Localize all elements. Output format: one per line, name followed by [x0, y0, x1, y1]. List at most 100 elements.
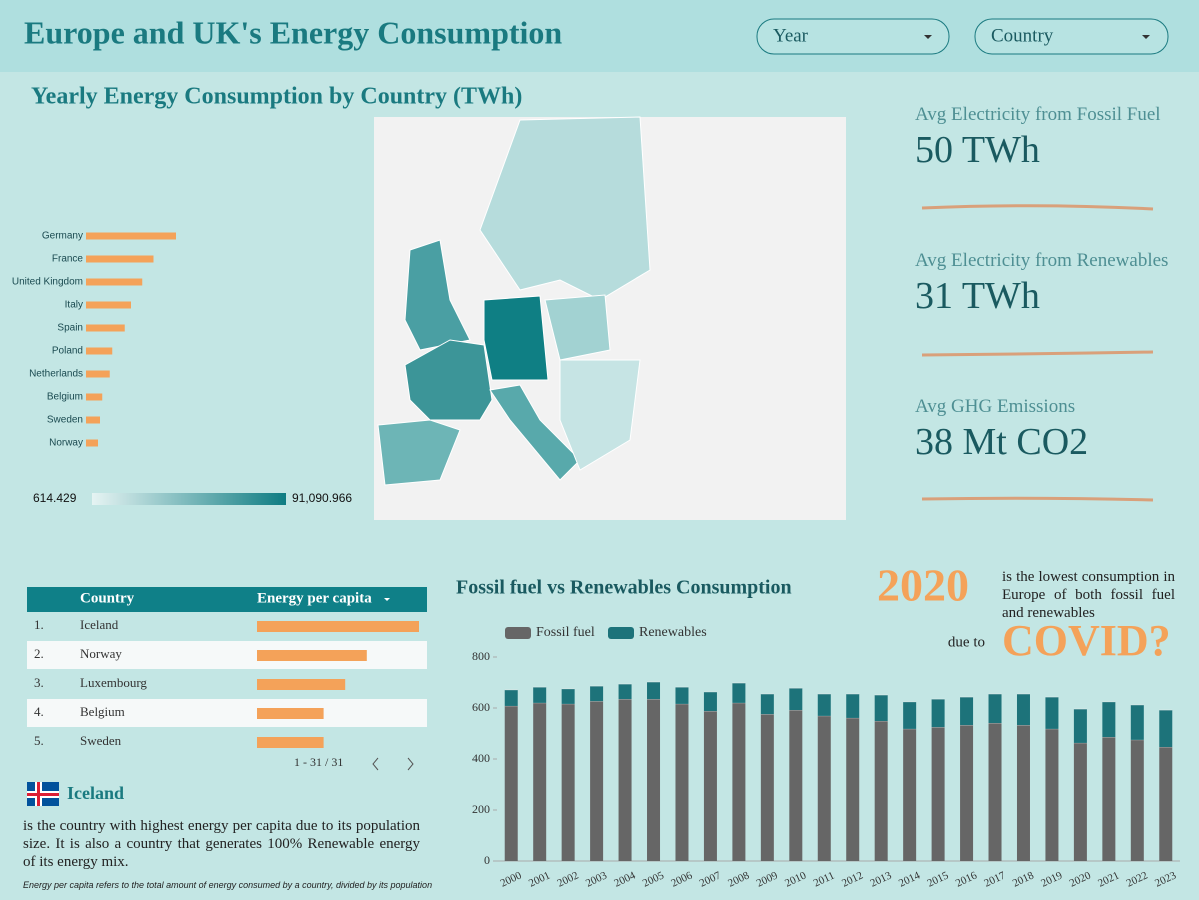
- bar-label: Sweden: [47, 415, 83, 426]
- legend-label: Fossil fuel: [536, 625, 595, 640]
- map: [374, 116, 846, 520]
- x-tick-label: 2014: [897, 869, 922, 889]
- x-tick-label: 2000: [499, 869, 524, 889]
- central-europe: [559, 359, 641, 471]
- bar-segment: [1159, 710, 1173, 748]
- next-page[interactable]: [407, 757, 414, 771]
- bar-segment: [647, 681, 661, 700]
- table-rank: 2.: [34, 646, 44, 661]
- bar: [86, 393, 103, 401]
- bar-segment: [988, 723, 1002, 861]
- table-bar: [257, 708, 324, 719]
- scale-max: 91,090.966: [292, 491, 352, 505]
- bar-segment: [703, 711, 717, 861]
- prev-page[interactable]: [372, 757, 379, 771]
- bar: [86, 370, 110, 378]
- legend-label: Renewables: [639, 625, 707, 640]
- map-title: Yearly Energy Consumption by Country (TW…: [31, 84, 522, 110]
- y-tick-label: 800: [472, 649, 490, 663]
- bar-segment: [675, 703, 689, 861]
- bar-segment: [1073, 742, 1087, 861]
- bar-label: Norway: [49, 438, 83, 449]
- table-country: Norway: [80, 646, 122, 661]
- year-dropdown[interactable]: [756, 18, 950, 55]
- table-rank: 4.: [34, 704, 44, 719]
- bar: [86, 439, 98, 447]
- sparkline: [921, 350, 1154, 357]
- sort-arrow[interactable]: [384, 598, 390, 601]
- x-tick-label: 2004: [612, 869, 637, 889]
- bar-segment: [1102, 737, 1116, 861]
- bar: [86, 278, 143, 286]
- annotation-text: is the lowest consumption in Europe of b…: [1002, 569, 1175, 621]
- bar-segment: [1016, 725, 1030, 861]
- x-tick-label: 2019: [1039, 869, 1064, 889]
- bar-label: Poland: [52, 346, 83, 357]
- bar-label: Germany: [42, 231, 83, 242]
- sparkline: [921, 204, 1154, 211]
- bar-segment: [874, 694, 888, 722]
- bar-segment: [1102, 701, 1116, 738]
- page-title: Europe and UK's Energy Consumption: [24, 14, 562, 50]
- table-rank: 5.: [34, 733, 44, 748]
- y-tick-label: 600: [472, 700, 490, 714]
- x-tick-label: 2018: [1011, 869, 1036, 889]
- x-tick-label: 2021: [1096, 869, 1121, 889]
- table-row-bg: [27, 699, 427, 727]
- x-tick-label: 2003: [584, 869, 609, 889]
- bar-segment: [561, 688, 575, 704]
- table-country: Luxembourg: [80, 675, 147, 690]
- table-bar: [257, 621, 419, 632]
- bar-segment: [1073, 709, 1087, 743]
- year-label[interactable]: Year: [773, 25, 809, 46]
- bar-segment: [647, 699, 661, 861]
- bar: [86, 416, 100, 424]
- x-tick-label: 2011: [812, 870, 837, 890]
- bar-label: Netherlands: [29, 369, 83, 380]
- country-label[interactable]: Country: [991, 25, 1054, 46]
- bar-segment: [504, 705, 518, 861]
- bar-segment: [1130, 704, 1144, 740]
- bar-segment: [561, 703, 575, 861]
- x-tick-label: 2016: [954, 869, 979, 889]
- table-rank: 1.: [34, 617, 44, 632]
- dropdown-arrow[interactable]: [1142, 35, 1150, 39]
- table-column: Country: [80, 590, 135, 606]
- footnote: Energy per capita refers to the total am…: [23, 880, 433, 890]
- bar-segment: [533, 702, 547, 861]
- y-tick-label: 400: [472, 751, 490, 765]
- bar-segment: [960, 725, 974, 861]
- color-scale: [92, 493, 286, 505]
- bar-label: France: [52, 254, 84, 265]
- country-dropdown[interactable]: [974, 18, 1169, 55]
- table-rank: 3.: [34, 675, 44, 690]
- x-tick-label: 2020: [1068, 869, 1093, 889]
- highlight-country: Iceland: [67, 783, 124, 803]
- legend-swatch: [505, 627, 531, 639]
- x-tick-label: 2013: [868, 869, 893, 889]
- bar-segment: [533, 687, 547, 703]
- dropdown-arrow[interactable]: [924, 35, 932, 39]
- iceland-flag: [27, 782, 59, 806]
- x-tick-label: 2001: [527, 869, 552, 889]
- bar: [86, 347, 113, 355]
- germany: [483, 295, 549, 381]
- uk: [404, 239, 471, 351]
- bar-segment: [817, 715, 831, 861]
- x-tick-label: 2009: [755, 869, 780, 889]
- bar-segment: [817, 693, 831, 716]
- annotation-prefix: due to: [948, 634, 985, 650]
- bar-segment: [675, 687, 689, 704]
- stack-title: Fossil fuel vs Renewables Consumption: [456, 577, 792, 599]
- y-tick-label: 0: [484, 853, 490, 867]
- poland: [544, 294, 611, 361]
- bar-segment: [732, 683, 746, 703]
- bar-label: Belgium: [47, 392, 83, 403]
- table-bar: [257, 679, 346, 690]
- table-header: [27, 587, 427, 612]
- kpi-value: 50 TWh: [915, 129, 1040, 171]
- x-tick-label: 2006: [669, 869, 694, 889]
- bar-segment: [846, 693, 860, 718]
- bar-segment: [1045, 728, 1059, 861]
